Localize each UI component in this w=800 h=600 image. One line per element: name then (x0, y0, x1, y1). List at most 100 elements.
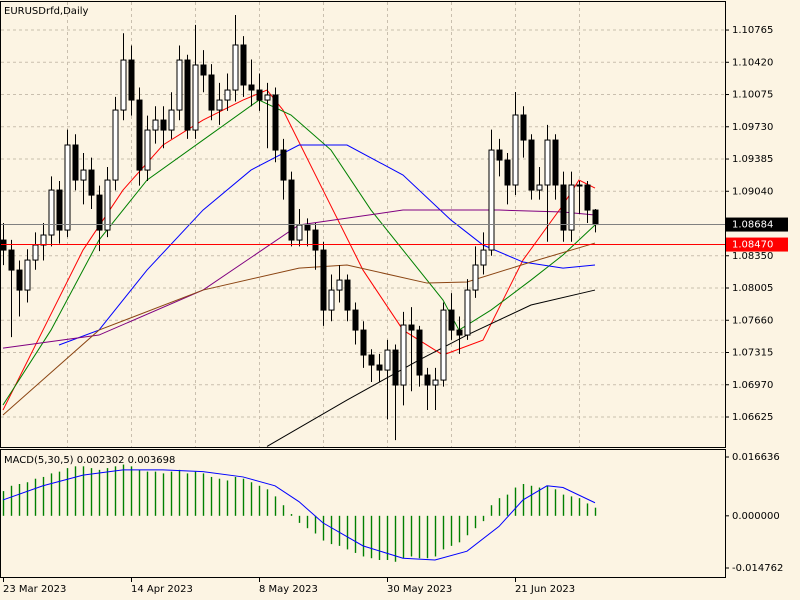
x-tick-label: 30 May 2023 (387, 584, 452, 595)
y-tick-label: 1.06625 (732, 412, 773, 423)
candle-body (64, 144, 71, 231)
y-tick-label: 1.09385 (732, 154, 773, 165)
candle-body (72, 144, 79, 181)
candle-body (176, 59, 183, 111)
price-label: 1.08684 (732, 220, 773, 231)
moving-average-line (2, 209, 596, 349)
candle-body (128, 59, 135, 101)
candle-body (192, 64, 199, 131)
main-panel-frame (0, 1, 726, 448)
moving-average-line (58, 144, 596, 346)
y-tick-label: -0.014762 (732, 563, 783, 574)
candle-body (152, 119, 159, 131)
candle-body (0, 239, 7, 251)
candle-body (536, 184, 543, 191)
candle-body (384, 349, 391, 371)
candle-body (416, 329, 423, 376)
candle-body (168, 109, 175, 131)
y-tick-label: 1.10420 (732, 57, 773, 68)
candle-body (392, 349, 399, 386)
y-tick-label: 0.016636 (732, 452, 780, 463)
candle-body (208, 74, 215, 111)
y-tick-label: 1.07315 (732, 348, 773, 359)
candle-body (456, 329, 463, 336)
y-tick-label: 1.10765 (732, 25, 773, 36)
candle-body (304, 224, 311, 231)
moving-average-line (2, 99, 596, 406)
candle-body (288, 179, 295, 241)
candle-body (136, 99, 143, 171)
moving-average-line (2, 242, 596, 416)
candle-body (376, 364, 383, 371)
candle-body (520, 114, 527, 141)
y-tick-label: 1.08005 (732, 283, 773, 294)
candle-body (88, 169, 95, 196)
candle-body (56, 189, 63, 231)
candle-body (504, 159, 511, 186)
y-tick-label: 1.08350 (732, 251, 773, 262)
candle-body (296, 224, 303, 241)
candle-body (576, 184, 583, 187)
x-tick-label: 14 Apr 2023 (131, 584, 193, 595)
macd-panel-frame (0, 449, 726, 578)
chart-title: EURUSDrfd,Daily (4, 6, 88, 17)
candle-body (240, 44, 247, 86)
candle-body (184, 59, 191, 131)
candle-body (216, 99, 223, 111)
candle-body (336, 279, 343, 291)
candle-body (544, 139, 551, 186)
candle-body (144, 129, 151, 171)
candle-body (496, 149, 503, 161)
candle-body (40, 234, 47, 246)
candle-body (320, 249, 327, 311)
candle-body (584, 184, 591, 211)
candle-body (280, 149, 287, 181)
candle-body (248, 84, 255, 91)
candle-body (328, 289, 335, 311)
signal-line (2, 469, 596, 561)
macd-title: MACD(5,30,5) 0.002302 0.003698 (4, 455, 175, 466)
candle-body (232, 44, 239, 91)
candle-body (480, 249, 487, 266)
candle-body (224, 89, 231, 101)
candle-body (80, 169, 87, 181)
x-tick-label: 8 May 2023 (259, 584, 318, 595)
candle-body (312, 229, 319, 251)
candle-body (432, 379, 439, 386)
price-label: 1.08470 (732, 240, 773, 251)
candle-body (120, 59, 127, 111)
candle-body (344, 279, 351, 311)
candle-body (400, 324, 407, 386)
candle-body (272, 94, 279, 151)
y-tick-label: 1.10075 (732, 90, 773, 101)
candle-body (96, 194, 103, 231)
y-tick-label: 1.07660 (732, 315, 773, 326)
candle-body (488, 149, 495, 251)
candle-body (32, 244, 39, 261)
candle-body (368, 354, 375, 366)
x-tick-label: 23 Mar 2023 (3, 584, 66, 595)
price-label-box (726, 237, 788, 252)
candle-body (264, 94, 271, 101)
candle-body (8, 249, 15, 271)
candle-body (112, 109, 119, 181)
candle-body (568, 184, 575, 231)
moving-average-line (2, 89, 596, 411)
candle-body (560, 184, 567, 231)
candle-body (408, 324, 415, 331)
candle-body (464, 289, 471, 336)
x-tick-label: 21 Jun 2023 (515, 584, 575, 595)
candle-body (528, 139, 535, 191)
candle-body (360, 329, 367, 356)
candle-body (472, 264, 479, 291)
y-tick-label: 0.000000 (732, 511, 780, 522)
candle-body (48, 189, 55, 236)
candle-body (440, 309, 447, 381)
candle-body (552, 139, 559, 186)
candle-body (256, 89, 263, 101)
candle-body (352, 309, 359, 331)
candle-body (512, 114, 519, 186)
